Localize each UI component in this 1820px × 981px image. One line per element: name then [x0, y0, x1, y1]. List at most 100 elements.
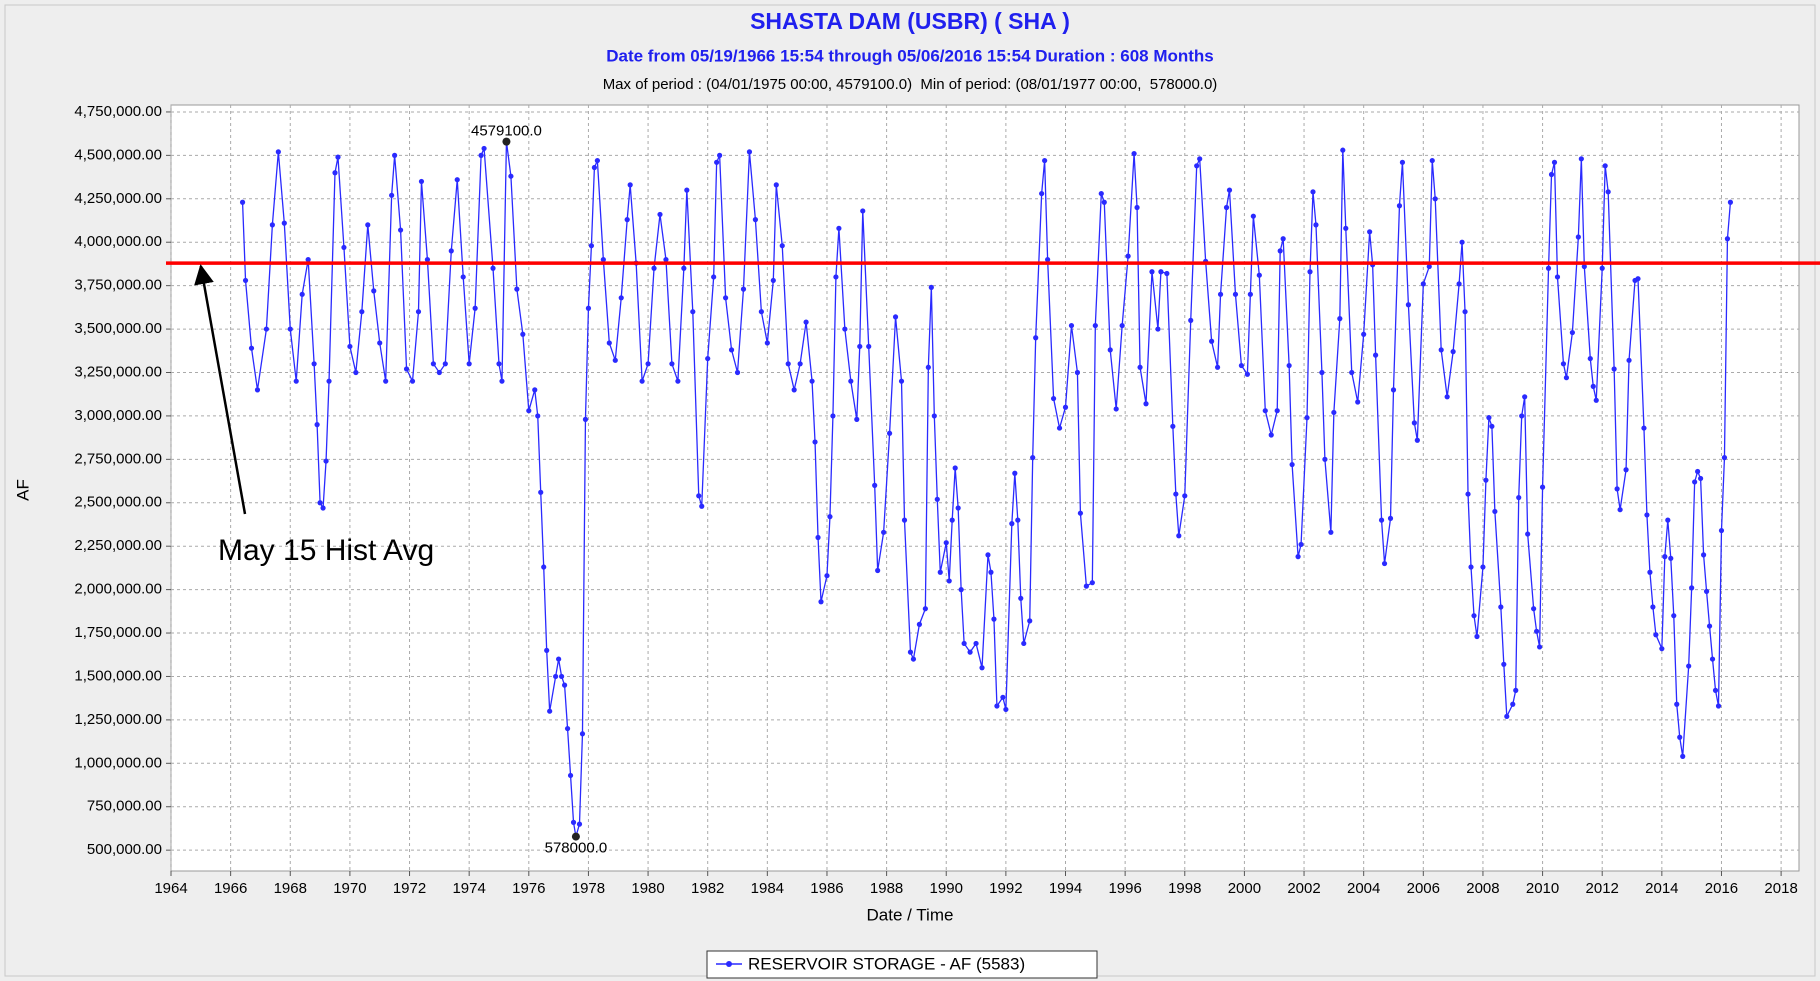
data-point — [1188, 317, 1194, 323]
data-point — [1429, 157, 1435, 164]
x-tick-label: 1992 — [989, 880, 1022, 897]
data-point — [1295, 554, 1301, 560]
data-point — [1539, 484, 1546, 490]
data-point — [949, 517, 955, 523]
data-point — [1217, 291, 1224, 297]
data-point — [1501, 661, 1507, 667]
data-point — [1003, 706, 1009, 713]
data-point — [1012, 470, 1018, 476]
data-point — [791, 387, 797, 393]
data-point — [1298, 541, 1304, 548]
data-point — [1134, 204, 1140, 211]
data-point — [785, 361, 791, 367]
data-point — [1280, 236, 1286, 242]
data-point — [1709, 656, 1716, 662]
data-point — [1209, 338, 1215, 344]
data-point — [561, 682, 568, 688]
x-tick-label: 2018 — [1764, 880, 1797, 897]
data-point — [496, 361, 502, 367]
data-point — [827, 514, 833, 520]
data-point — [397, 227, 404, 233]
x-tick-label: 1998 — [1168, 880, 1201, 897]
y-tick-label: 3,000,000.00 — [74, 407, 162, 424]
data-point — [1548, 171, 1555, 178]
data-point — [1724, 236, 1731, 242]
data-point — [797, 361, 803, 367]
data-point — [1045, 256, 1051, 263]
x-tick-label: 1980 — [631, 880, 664, 897]
data-point — [624, 217, 630, 223]
data-point — [1018, 595, 1024, 601]
data-point — [1337, 316, 1343, 322]
data-point — [958, 587, 964, 593]
data-point — [1164, 270, 1170, 277]
x-tick-label: 2002 — [1287, 880, 1320, 897]
data-point — [1486, 415, 1492, 421]
data-point — [955, 505, 961, 511]
data-point — [857, 343, 863, 350]
data-point — [377, 340, 383, 346]
data-point — [1155, 326, 1161, 332]
x-tick-label: 1976 — [512, 880, 545, 897]
data-point — [1274, 408, 1280, 414]
data-point — [430, 361, 436, 367]
data-point — [323, 458, 329, 464]
data-point — [898, 378, 905, 384]
data-point — [1313, 222, 1319, 228]
data-point — [815, 534, 821, 541]
data-point — [1459, 239, 1465, 245]
data-point — [1551, 159, 1558, 165]
data-point — [1668, 555, 1674, 561]
data-point — [576, 821, 583, 827]
data-point — [383, 378, 389, 384]
x-tick-label: 2000 — [1228, 880, 1261, 897]
data-point — [728, 347, 735, 353]
y-tick-label: 1,250,000.00 — [74, 711, 162, 728]
point-marker — [502, 137, 511, 146]
data-point — [1578, 156, 1584, 162]
data-point — [532, 387, 538, 393]
data-point — [967, 649, 973, 655]
data-point — [907, 649, 914, 655]
data-point — [848, 378, 854, 384]
data-point — [1021, 640, 1027, 647]
data-point — [1125, 253, 1131, 259]
data-point — [564, 725, 571, 732]
data-point — [1107, 347, 1113, 353]
data-point — [1614, 486, 1620, 492]
data-point — [490, 265, 496, 271]
data-point — [1545, 265, 1552, 271]
data-point — [1027, 618, 1033, 624]
data-point — [1000, 694, 1006, 700]
data-point — [1456, 281, 1462, 287]
data-point — [1405, 302, 1411, 308]
data-point — [242, 277, 249, 284]
y-tick-label: 3,750,000.00 — [74, 277, 162, 294]
y-tick-label: 4,500,000.00 — [74, 146, 162, 163]
data-point — [651, 265, 657, 271]
data-point — [1042, 157, 1048, 164]
data-point — [1170, 423, 1176, 429]
data-point — [1665, 517, 1671, 523]
data-point — [1516, 494, 1522, 501]
legend-box — [706, 950, 1098, 979]
data-point — [1480, 564, 1486, 570]
data-point — [824, 573, 830, 579]
data-point — [639, 378, 645, 384]
data-point — [1331, 409, 1337, 416]
data-point — [627, 182, 633, 188]
x-tick-label: 1996 — [1108, 880, 1141, 897]
data-point — [842, 326, 848, 332]
data-point — [314, 422, 320, 428]
data-point — [1244, 371, 1250, 377]
x-tick-label: 2010 — [1526, 880, 1559, 897]
data-point — [1560, 361, 1567, 367]
data-point — [591, 164, 597, 171]
data-point — [1513, 687, 1519, 693]
data-point — [442, 361, 448, 367]
point-label: 578000.0 — [545, 840, 608, 857]
data-point — [248, 345, 255, 351]
data-point — [1083, 583, 1089, 589]
data-point — [1277, 248, 1283, 254]
data-point — [1492, 508, 1498, 515]
